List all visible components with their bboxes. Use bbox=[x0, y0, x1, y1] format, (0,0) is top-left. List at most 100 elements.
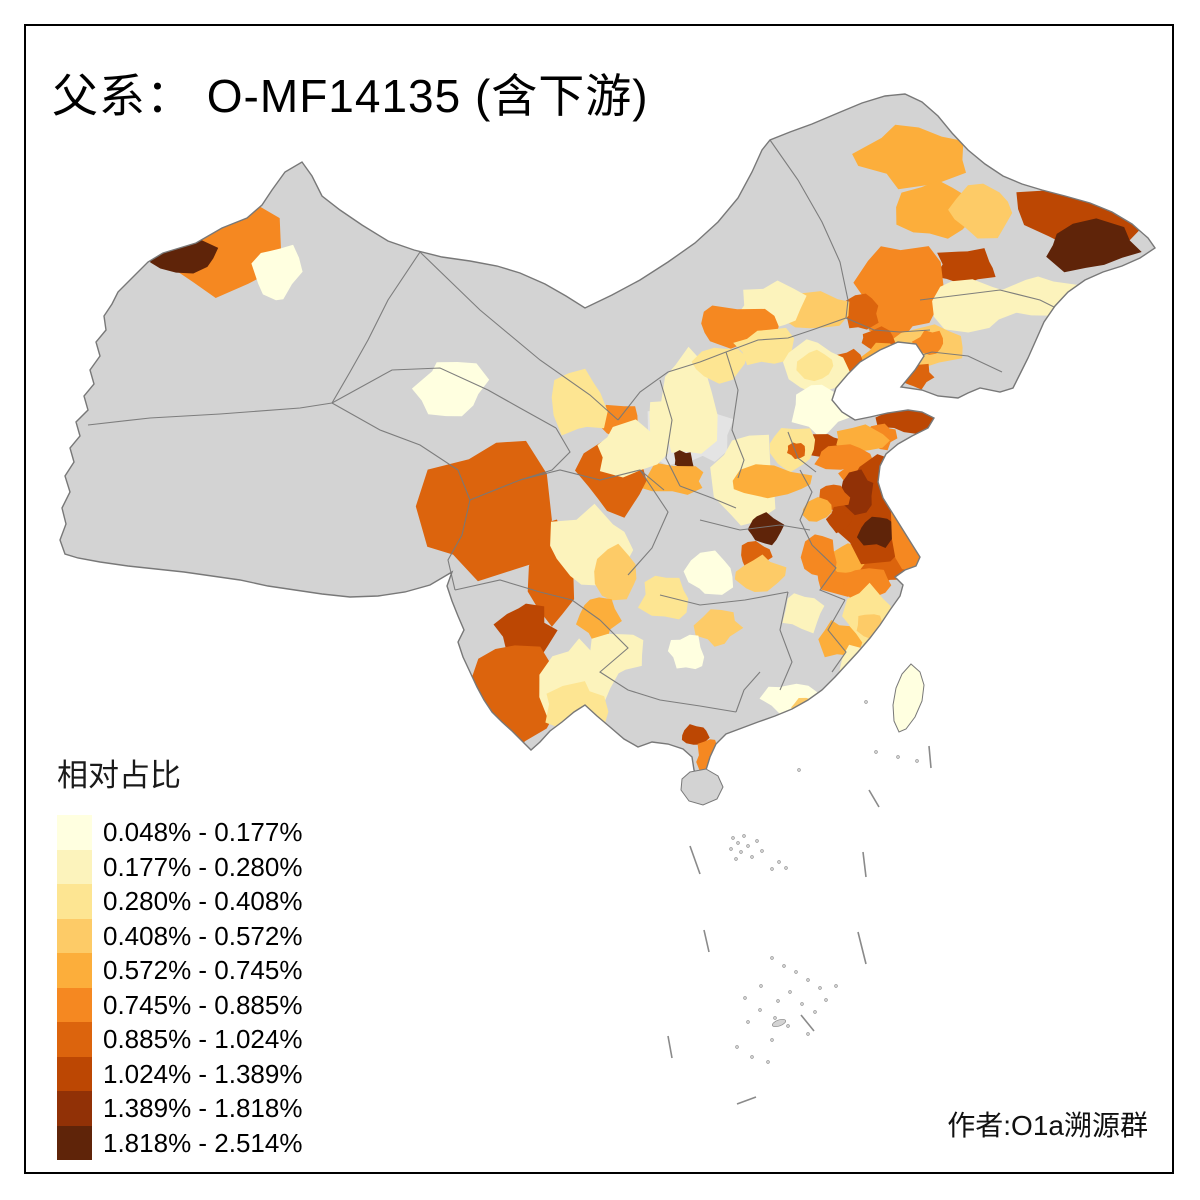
legend-row: 0.885% - 1.024% bbox=[57, 1022, 302, 1057]
islet-dot bbox=[770, 956, 774, 960]
prefecture-region bbox=[852, 124, 966, 190]
legend-range-label: 0.177% - 0.280% bbox=[103, 851, 303, 882]
legend-swatch-4 bbox=[57, 918, 92, 953]
legend-swatch-2 bbox=[57, 849, 92, 884]
islet-dot bbox=[777, 860, 781, 864]
islet-dot bbox=[770, 1038, 774, 1042]
prefecture-region bbox=[681, 724, 710, 745]
legend-row: 0.280% - 0.408% bbox=[57, 884, 302, 919]
province-border bbox=[519, 469, 665, 491]
islet-dot bbox=[864, 700, 868, 704]
sea-boundary-dash bbox=[862, 851, 867, 878]
legend-range-label: 1.024% - 1.389% bbox=[103, 1058, 303, 1089]
legend-swatch-6 bbox=[57, 987, 92, 1022]
sea-boundary-dash bbox=[928, 745, 932, 769]
islet-dot bbox=[788, 990, 792, 994]
prefecture-region bbox=[856, 516, 898, 548]
prefecture-region bbox=[896, 180, 978, 239]
sea-boundary-dash bbox=[857, 931, 867, 965]
prefecture-region bbox=[734, 554, 787, 592]
province-border bbox=[699, 519, 811, 531]
legend-row: 1.389% - 1.818% bbox=[57, 1091, 302, 1126]
islet-dot bbox=[750, 855, 754, 859]
islet-dot bbox=[746, 844, 750, 848]
legend-range-label: 0.745% - 0.885% bbox=[103, 989, 303, 1020]
province-border bbox=[779, 591, 793, 691]
islet-dot bbox=[770, 867, 774, 871]
prefecture-region bbox=[649, 398, 699, 442]
province-border bbox=[331, 367, 557, 429]
province-border bbox=[627, 469, 669, 576]
islet-dot bbox=[760, 849, 764, 853]
prefecture-region bbox=[733, 327, 795, 366]
legend-title: 相对占比 bbox=[57, 758, 181, 793]
map-title: 父系： O-MF14135 (含下游) bbox=[52, 70, 649, 122]
legend-row: 1.818% - 2.514% bbox=[57, 1125, 303, 1160]
province-borders-layer bbox=[87, 139, 1061, 713]
legend-swatch-5 bbox=[57, 953, 92, 988]
prefecture-region bbox=[674, 450, 694, 471]
national-boundary bbox=[59, 93, 1156, 782]
province-border bbox=[659, 379, 681, 487]
prefecture-region bbox=[935, 248, 996, 285]
islet-dot bbox=[729, 847, 733, 851]
prefecture-region bbox=[825, 506, 853, 534]
islet-dot bbox=[743, 996, 747, 1000]
prefecture-region bbox=[551, 368, 608, 436]
islet-dot bbox=[806, 978, 810, 982]
islet-dot bbox=[824, 998, 828, 1002]
legend-swatch-9 bbox=[57, 1091, 92, 1126]
prefecture-region bbox=[411, 362, 490, 417]
prefecture-region bbox=[667, 634, 705, 670]
legend-range-label: 0.408% - 0.572% bbox=[103, 920, 303, 951]
prefecture-region bbox=[948, 183, 1013, 239]
islet-dot bbox=[758, 1008, 762, 1012]
sea-boundary-dash bbox=[868, 789, 880, 808]
legend: 相对占比 0.048% - 0.177% 0.177% - 0.280% 0.280… bbox=[57, 750, 302, 1160]
prefecture-region bbox=[787, 442, 806, 460]
islet-dot bbox=[797, 768, 801, 772]
legend-items: 0.048% - 0.177% 0.177% - 0.280% 0.280% - 0… bbox=[57, 815, 302, 1160]
prefecture-region bbox=[840, 469, 874, 516]
prefecture-region bbox=[732, 464, 813, 499]
islet-dot bbox=[794, 970, 798, 974]
islet-dot bbox=[734, 857, 738, 861]
province-border bbox=[919, 289, 1061, 311]
legend-swatch-8 bbox=[57, 1056, 92, 1091]
legend-swatch-1 bbox=[57, 815, 92, 850]
islet-dot bbox=[915, 759, 919, 763]
legend-range-label: 0.048% - 0.177% bbox=[103, 817, 303, 847]
legend-swatch-3 bbox=[57, 884, 92, 919]
prefecture-region bbox=[747, 512, 785, 546]
hainan-island bbox=[680, 768, 724, 806]
islet-dot bbox=[818, 986, 822, 990]
islet-dot bbox=[786, 1024, 790, 1028]
province-border bbox=[331, 251, 421, 404]
sea-boundary-dash bbox=[667, 1035, 673, 1059]
province-border bbox=[454, 579, 601, 621]
legend-row: 0.572% - 0.745% bbox=[57, 953, 302, 988]
province-border bbox=[679, 485, 737, 509]
prefecture-region bbox=[782, 593, 825, 634]
islet-dot bbox=[759, 984, 763, 988]
attribution-text: 作者:O1a溯源群 bbox=[947, 1110, 1148, 1141]
prefecture-region bbox=[802, 497, 832, 522]
province-border bbox=[769, 139, 849, 319]
sea-boundary-dash bbox=[689, 845, 701, 875]
prefecture-region bbox=[1046, 218, 1142, 273]
prefecture-regions-layer bbox=[146, 124, 1154, 774]
prefecture-region bbox=[638, 575, 689, 620]
legend-row: 0.745% - 0.885% bbox=[57, 987, 303, 1022]
sea-boundary-dash bbox=[736, 1096, 757, 1105]
legend-range-label: 1.818% - 2.514% bbox=[103, 1127, 303, 1158]
sea-boundary-dash bbox=[800, 1014, 815, 1032]
prefecture-region bbox=[576, 597, 622, 647]
legend-range-label: 0.572% - 0.745% bbox=[103, 955, 303, 985]
province-border bbox=[659, 591, 789, 606]
islet-dot bbox=[874, 750, 878, 754]
islet-dot bbox=[731, 836, 735, 840]
islet-dot bbox=[776, 999, 780, 1003]
sea-boundary-dash bbox=[703, 929, 710, 953]
province-border bbox=[799, 469, 813, 546]
